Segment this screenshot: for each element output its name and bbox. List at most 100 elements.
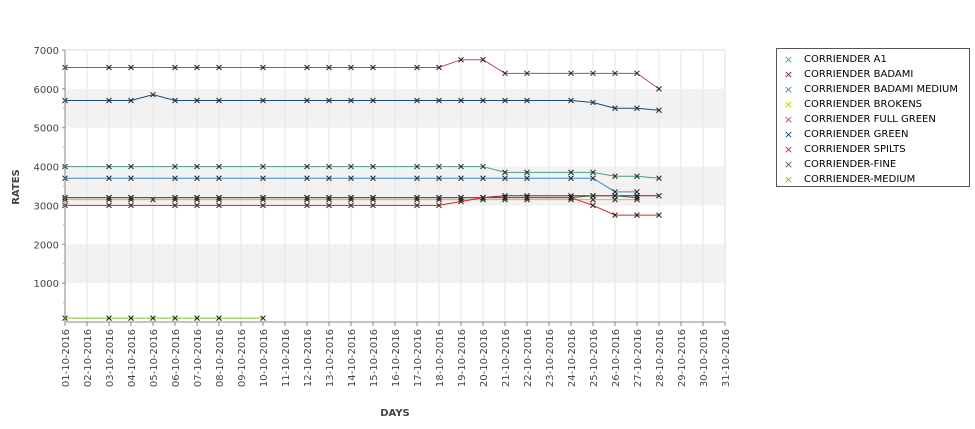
data-point: [348, 175, 354, 182]
data-point: [370, 175, 376, 182]
legend-item: × CORRIENDER BADAMI: [777, 67, 967, 82]
data-point: [128, 64, 134, 71]
data-point: [260, 97, 266, 104]
data-point: [216, 175, 222, 182]
x-tick-label: 31-10-2016: [721, 329, 732, 387]
x-tick-label: 20-10-2016: [479, 329, 490, 387]
series-line: [65, 197, 659, 216]
data-point: [590, 70, 596, 77]
data-point: [480, 194, 486, 201]
x-tick-label: 10-10-2016: [259, 329, 270, 387]
legend-item: × CORRIENDER-FINE: [777, 157, 967, 172]
data-point: [590, 202, 596, 209]
data-point: [656, 192, 662, 199]
data-point: [194, 175, 200, 182]
data-point: [216, 315, 222, 321]
data-point: [194, 64, 200, 71]
legend-label: CORRIENDER BROKENS: [804, 99, 923, 110]
data-point: [458, 56, 464, 63]
data-point: [414, 64, 420, 71]
data-point: [128, 194, 134, 201]
data-point: [370, 64, 376, 71]
y-tick-label: 6000: [34, 85, 59, 96]
data-point: [172, 194, 178, 201]
data-point: [128, 175, 134, 182]
data-point: [414, 163, 420, 170]
series-0: [62, 163, 662, 182]
x-tick-label: 24-10-2016: [567, 329, 578, 387]
data-point: [568, 175, 574, 182]
x-tick-label: 17-10-2016: [413, 329, 424, 387]
x-tick-label: 28-10-2016: [655, 329, 666, 387]
data-point: [414, 175, 420, 182]
y-tick-label: 7000: [34, 46, 59, 57]
data-point: [656, 107, 662, 114]
legend-marker-icon: ×: [783, 128, 794, 141]
data-point: [458, 194, 464, 201]
data-point: [480, 97, 486, 104]
data-point: [216, 97, 222, 104]
data-point: [172, 163, 178, 170]
data-point: [568, 194, 574, 201]
y-tick-label: 3000: [34, 201, 59, 212]
x-tick-label: 03-10-2016: [105, 329, 116, 387]
data-point: [502, 169, 508, 176]
data-point: [634, 212, 640, 218]
data-point: [128, 315, 134, 321]
data-point: [128, 163, 134, 170]
data-point: [348, 97, 354, 104]
legend-item: × CORRIENDER SPILTS: [777, 142, 967, 157]
data-point: [194, 315, 200, 321]
x-tick-label: 30-10-2016: [699, 329, 710, 387]
data-point: [458, 163, 464, 170]
x-tick-label: 16-10-2016: [391, 329, 402, 387]
legend-marker-icon: ×: [783, 158, 794, 171]
data-point: [590, 99, 596, 106]
data-point: [370, 194, 376, 201]
legend-label: CORRIENDER-MEDIUM: [804, 174, 916, 185]
data-point: [216, 202, 222, 209]
x-tick-label: 12-10-2016: [303, 329, 314, 387]
x-tick-label: 11-10-2016: [281, 329, 292, 387]
data-point: [150, 91, 156, 98]
data-point: [590, 169, 596, 176]
x-tick-label: 18-10-2016: [435, 329, 446, 387]
data-point: [590, 192, 596, 199]
x-tick-label: 29-10-2016: [677, 329, 688, 387]
legend-item: × CORRIENDER FULL GREEN: [777, 112, 967, 127]
data-point: [260, 315, 266, 321]
data-point: [502, 97, 508, 104]
legend-item: × CORRIENDER BADAMI MEDIUM: [777, 82, 967, 97]
data-point: [414, 202, 420, 209]
legend-label: CORRIENDER GREEN: [804, 129, 909, 140]
data-point: [370, 163, 376, 170]
data-point: [304, 202, 310, 209]
data-point: [458, 97, 464, 104]
data-point: [216, 163, 222, 170]
data-point: [348, 202, 354, 209]
y-tick-label: 2000: [34, 240, 59, 251]
data-point: [194, 97, 200, 104]
data-point: [656, 212, 662, 218]
x-tick-label: 09-10-2016: [237, 329, 248, 387]
data-point: [634, 70, 640, 77]
x-tick-label: 01-10-2016: [61, 329, 72, 387]
data-point: [326, 97, 332, 104]
legend-item: × CORRIENDER-MEDIUM: [777, 172, 967, 187]
data-point: [260, 64, 266, 71]
data-point: [436, 64, 442, 71]
series-6: [62, 194, 662, 218]
data-point: [326, 202, 332, 209]
legend-label: CORRIENDER BADAMI: [804, 69, 914, 80]
x-tick-label: 06-10-2016: [171, 329, 182, 387]
data-point: [590, 175, 596, 182]
x-tick-label: 27-10-2016: [633, 329, 644, 387]
data-point: [612, 212, 618, 218]
data-point: [568, 169, 574, 176]
data-point: [326, 175, 332, 182]
data-point: [480, 163, 486, 170]
data-point: [304, 97, 310, 104]
data-point: [568, 70, 574, 77]
legend-marker-icon: ×: [783, 143, 794, 156]
